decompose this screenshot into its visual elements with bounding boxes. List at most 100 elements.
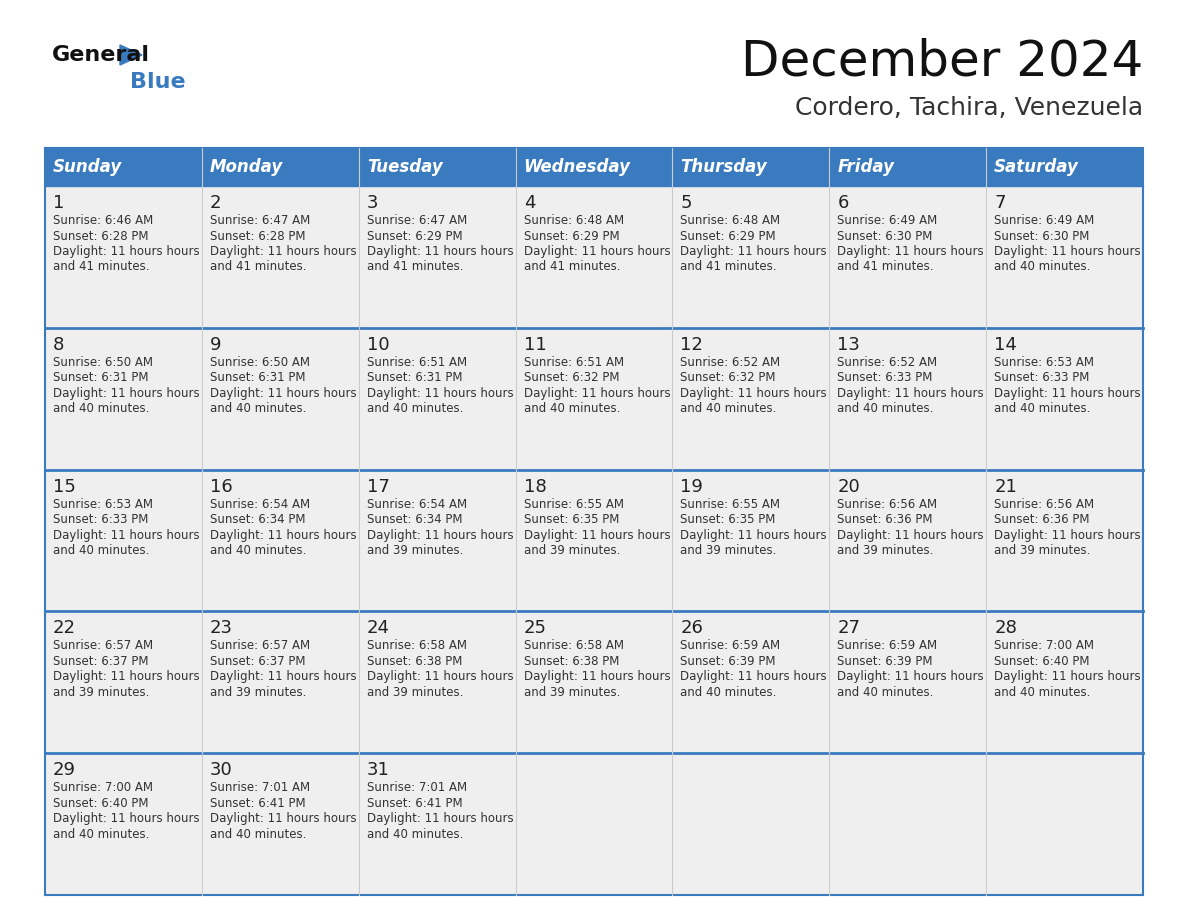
Text: Daylight: 11 hours hours: Daylight: 11 hours hours: [367, 670, 513, 683]
Bar: [829, 186, 986, 328]
Text: Sunrise: 7:01 AM: Sunrise: 7:01 AM: [367, 781, 467, 794]
Text: 3: 3: [367, 194, 378, 212]
Bar: [516, 753, 672, 895]
Text: Sunset: 6:30 PM: Sunset: 6:30 PM: [838, 230, 933, 242]
Bar: [516, 611, 672, 753]
Text: 10: 10: [367, 336, 390, 353]
Bar: [829, 328, 986, 470]
Text: and 39 minutes.: and 39 minutes.: [994, 544, 1091, 557]
Text: 6: 6: [838, 194, 848, 212]
Text: Sunrise: 7:00 AM: Sunrise: 7:00 AM: [994, 640, 1094, 653]
Bar: [516, 328, 672, 470]
Bar: [829, 753, 986, 895]
Text: Sunrise: 6:48 AM: Sunrise: 6:48 AM: [524, 214, 624, 227]
Bar: [672, 753, 829, 895]
Text: and 40 minutes.: and 40 minutes.: [210, 544, 307, 557]
Text: and 40 minutes.: and 40 minutes.: [524, 402, 620, 415]
Text: Sunrise: 6:55 AM: Sunrise: 6:55 AM: [681, 498, 781, 510]
Bar: [986, 186, 1143, 328]
Text: and 41 minutes.: and 41 minutes.: [681, 261, 777, 274]
Text: 23: 23: [210, 620, 233, 637]
Text: Sunrise: 7:01 AM: Sunrise: 7:01 AM: [210, 781, 310, 794]
Text: and 40 minutes.: and 40 minutes.: [681, 402, 777, 415]
Text: Daylight: 11 hours hours: Daylight: 11 hours hours: [838, 670, 984, 683]
Text: and 40 minutes.: and 40 minutes.: [367, 828, 463, 841]
Text: Sunrise: 6:47 AM: Sunrise: 6:47 AM: [210, 214, 310, 227]
Text: and 39 minutes.: and 39 minutes.: [53, 686, 150, 699]
Text: Sunset: 6:31 PM: Sunset: 6:31 PM: [367, 371, 462, 385]
Bar: [986, 753, 1143, 895]
Text: Daylight: 11 hours hours: Daylight: 11 hours hours: [994, 245, 1140, 258]
Bar: [202, 186, 359, 328]
Text: 25: 25: [524, 620, 546, 637]
Text: Daylight: 11 hours hours: Daylight: 11 hours hours: [524, 529, 670, 542]
Bar: [359, 186, 516, 328]
Text: Sunset: 6:34 PM: Sunset: 6:34 PM: [367, 513, 462, 526]
Text: 18: 18: [524, 477, 546, 496]
Text: Cordero, Tachira, Venezuela: Cordero, Tachira, Venezuela: [795, 96, 1143, 120]
Text: and 39 minutes.: and 39 minutes.: [367, 544, 463, 557]
Bar: [359, 753, 516, 895]
Text: 21: 21: [994, 477, 1017, 496]
Text: and 40 minutes.: and 40 minutes.: [53, 828, 150, 841]
Text: Sunrise: 6:48 AM: Sunrise: 6:48 AM: [681, 214, 781, 227]
Text: Sunset: 6:29 PM: Sunset: 6:29 PM: [367, 230, 462, 242]
Text: Sunrise: 6:58 AM: Sunrise: 6:58 AM: [524, 640, 624, 653]
Text: and 40 minutes.: and 40 minutes.: [210, 402, 307, 415]
Bar: [672, 470, 829, 611]
Bar: [45, 470, 202, 611]
Text: 17: 17: [367, 477, 390, 496]
Text: 14: 14: [994, 336, 1017, 353]
Bar: [202, 753, 359, 895]
Text: and 40 minutes.: and 40 minutes.: [53, 402, 150, 415]
Text: and 39 minutes.: and 39 minutes.: [367, 686, 463, 699]
Bar: [986, 470, 1143, 611]
Bar: [202, 328, 359, 470]
Text: Daylight: 11 hours hours: Daylight: 11 hours hours: [524, 670, 670, 683]
Text: and 41 minutes.: and 41 minutes.: [524, 261, 620, 274]
Text: and 39 minutes.: and 39 minutes.: [838, 544, 934, 557]
Text: Sunrise: 7:00 AM: Sunrise: 7:00 AM: [53, 781, 153, 794]
Text: Sunset: 6:40 PM: Sunset: 6:40 PM: [53, 797, 148, 810]
Text: Sunrise: 6:57 AM: Sunrise: 6:57 AM: [210, 640, 310, 653]
Text: Sunset: 6:38 PM: Sunset: 6:38 PM: [367, 655, 462, 668]
Text: and 40 minutes.: and 40 minutes.: [994, 402, 1091, 415]
Text: Sunset: 6:38 PM: Sunset: 6:38 PM: [524, 655, 619, 668]
Text: Sunrise: 6:59 AM: Sunrise: 6:59 AM: [681, 640, 781, 653]
Text: Daylight: 11 hours hours: Daylight: 11 hours hours: [994, 670, 1140, 683]
Bar: [516, 470, 672, 611]
Text: Sunset: 6:35 PM: Sunset: 6:35 PM: [524, 513, 619, 526]
Bar: [359, 148, 516, 186]
Text: Sunset: 6:31 PM: Sunset: 6:31 PM: [53, 371, 148, 385]
Text: December 2024: December 2024: [741, 38, 1143, 86]
Text: Sunrise: 6:50 AM: Sunrise: 6:50 AM: [53, 356, 153, 369]
Text: Sunset: 6:37 PM: Sunset: 6:37 PM: [210, 655, 305, 668]
Text: Daylight: 11 hours hours: Daylight: 11 hours hours: [53, 670, 200, 683]
Text: 15: 15: [53, 477, 76, 496]
Text: Saturday: Saturday: [994, 158, 1079, 176]
Text: 24: 24: [367, 620, 390, 637]
Text: Daylight: 11 hours hours: Daylight: 11 hours hours: [838, 245, 984, 258]
Text: Sunset: 6:32 PM: Sunset: 6:32 PM: [524, 371, 619, 385]
Text: Sunrise: 6:50 AM: Sunrise: 6:50 AM: [210, 356, 310, 369]
Text: Daylight: 11 hours hours: Daylight: 11 hours hours: [367, 245, 513, 258]
Text: 8: 8: [53, 336, 64, 353]
Text: Sunrise: 6:53 AM: Sunrise: 6:53 AM: [994, 356, 1094, 369]
Text: 7: 7: [994, 194, 1006, 212]
Text: and 40 minutes.: and 40 minutes.: [994, 686, 1091, 699]
Text: 5: 5: [681, 194, 691, 212]
Text: Sunday: Sunday: [53, 158, 122, 176]
Text: 19: 19: [681, 477, 703, 496]
Text: 31: 31: [367, 761, 390, 779]
Text: Sunrise: 6:46 AM: Sunrise: 6:46 AM: [53, 214, 153, 227]
Text: Sunset: 6:35 PM: Sunset: 6:35 PM: [681, 513, 776, 526]
Text: Sunset: 6:41 PM: Sunset: 6:41 PM: [367, 797, 462, 810]
Text: Daylight: 11 hours hours: Daylight: 11 hours hours: [524, 386, 670, 400]
Text: 27: 27: [838, 620, 860, 637]
Text: Sunset: 6:33 PM: Sunset: 6:33 PM: [994, 371, 1089, 385]
Text: Sunrise: 6:51 AM: Sunrise: 6:51 AM: [367, 356, 467, 369]
Text: and 40 minutes.: and 40 minutes.: [838, 686, 934, 699]
Text: 20: 20: [838, 477, 860, 496]
Text: Daylight: 11 hours hours: Daylight: 11 hours hours: [210, 529, 356, 542]
Bar: [359, 328, 516, 470]
